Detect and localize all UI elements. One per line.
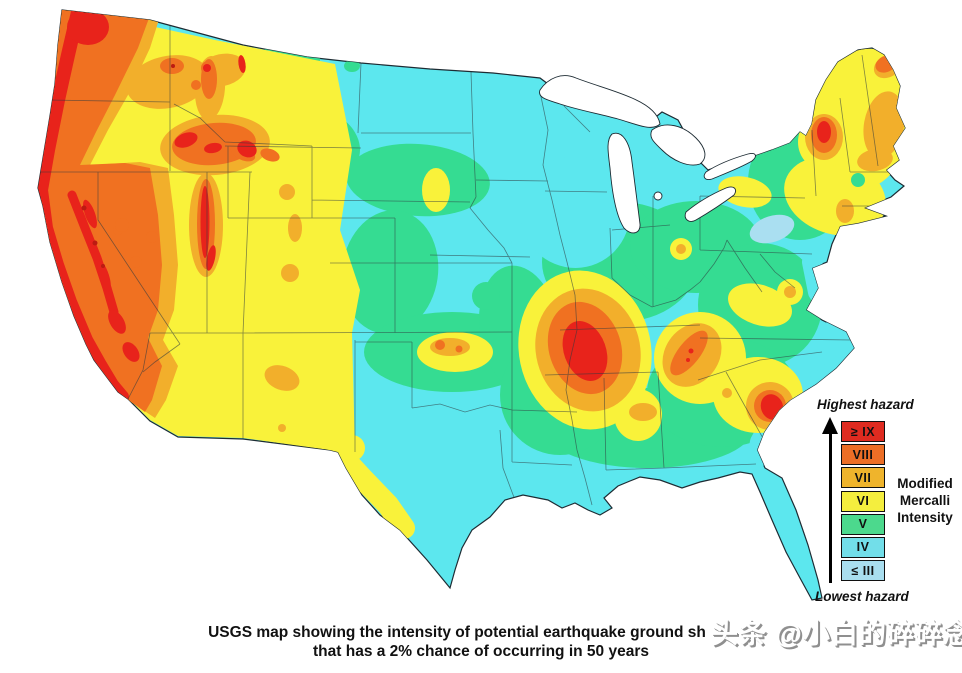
legend-item-ge-ix: ≥ IX bbox=[841, 421, 885, 442]
lake-erie bbox=[684, 186, 737, 222]
lake-st-clair bbox=[653, 191, 663, 201]
legend-lowest-label: Lowest hazard bbox=[815, 589, 909, 604]
lake-huron bbox=[650, 124, 706, 166]
arrow-up-icon bbox=[822, 417, 838, 434]
legend-scale-title: Modified Mercalli Intensity bbox=[897, 476, 953, 525]
great-lakes bbox=[539, 75, 756, 234]
hazard-zone-ix-red bbox=[38, 10, 831, 420]
lake-ontario bbox=[703, 153, 756, 180]
legend-highest-label: Highest hazard bbox=[817, 397, 914, 412]
legend-item-iv: IV bbox=[841, 536, 885, 558]
legend-scale: ≥ IX VIII VII VI V IV ≤ III bbox=[841, 421, 885, 583]
lake-superior bbox=[539, 75, 661, 128]
state-borders bbox=[38, 26, 893, 506]
us-hazard-map bbox=[37, 9, 906, 601]
lake-michigan bbox=[607, 132, 641, 234]
legend-item-le-iii: ≤ III bbox=[841, 560, 885, 582]
legend: Highest hazard ≥ IX VIII VII VI V IV ≤ I… bbox=[813, 393, 962, 615]
watermark: 头条 @小白的碎碎念 bbox=[711, 619, 962, 649]
legend-item-v: V bbox=[841, 513, 885, 535]
legend-item-viii: VIII bbox=[841, 444, 885, 466]
legend-item-vi: VI bbox=[841, 490, 885, 512]
hazard-zone-le-iii-lightblue bbox=[749, 214, 795, 244]
legend-item-vii: VII bbox=[841, 467, 885, 489]
map-caption: USGS map showing the intensity of potent… bbox=[0, 623, 962, 661]
caption-line2: that has a 2% chance of occurring in 50 … bbox=[313, 643, 649, 660]
arrow-shaft bbox=[829, 433, 832, 583]
caption-line1: USGS map showing the intensity of potent… bbox=[208, 624, 706, 641]
